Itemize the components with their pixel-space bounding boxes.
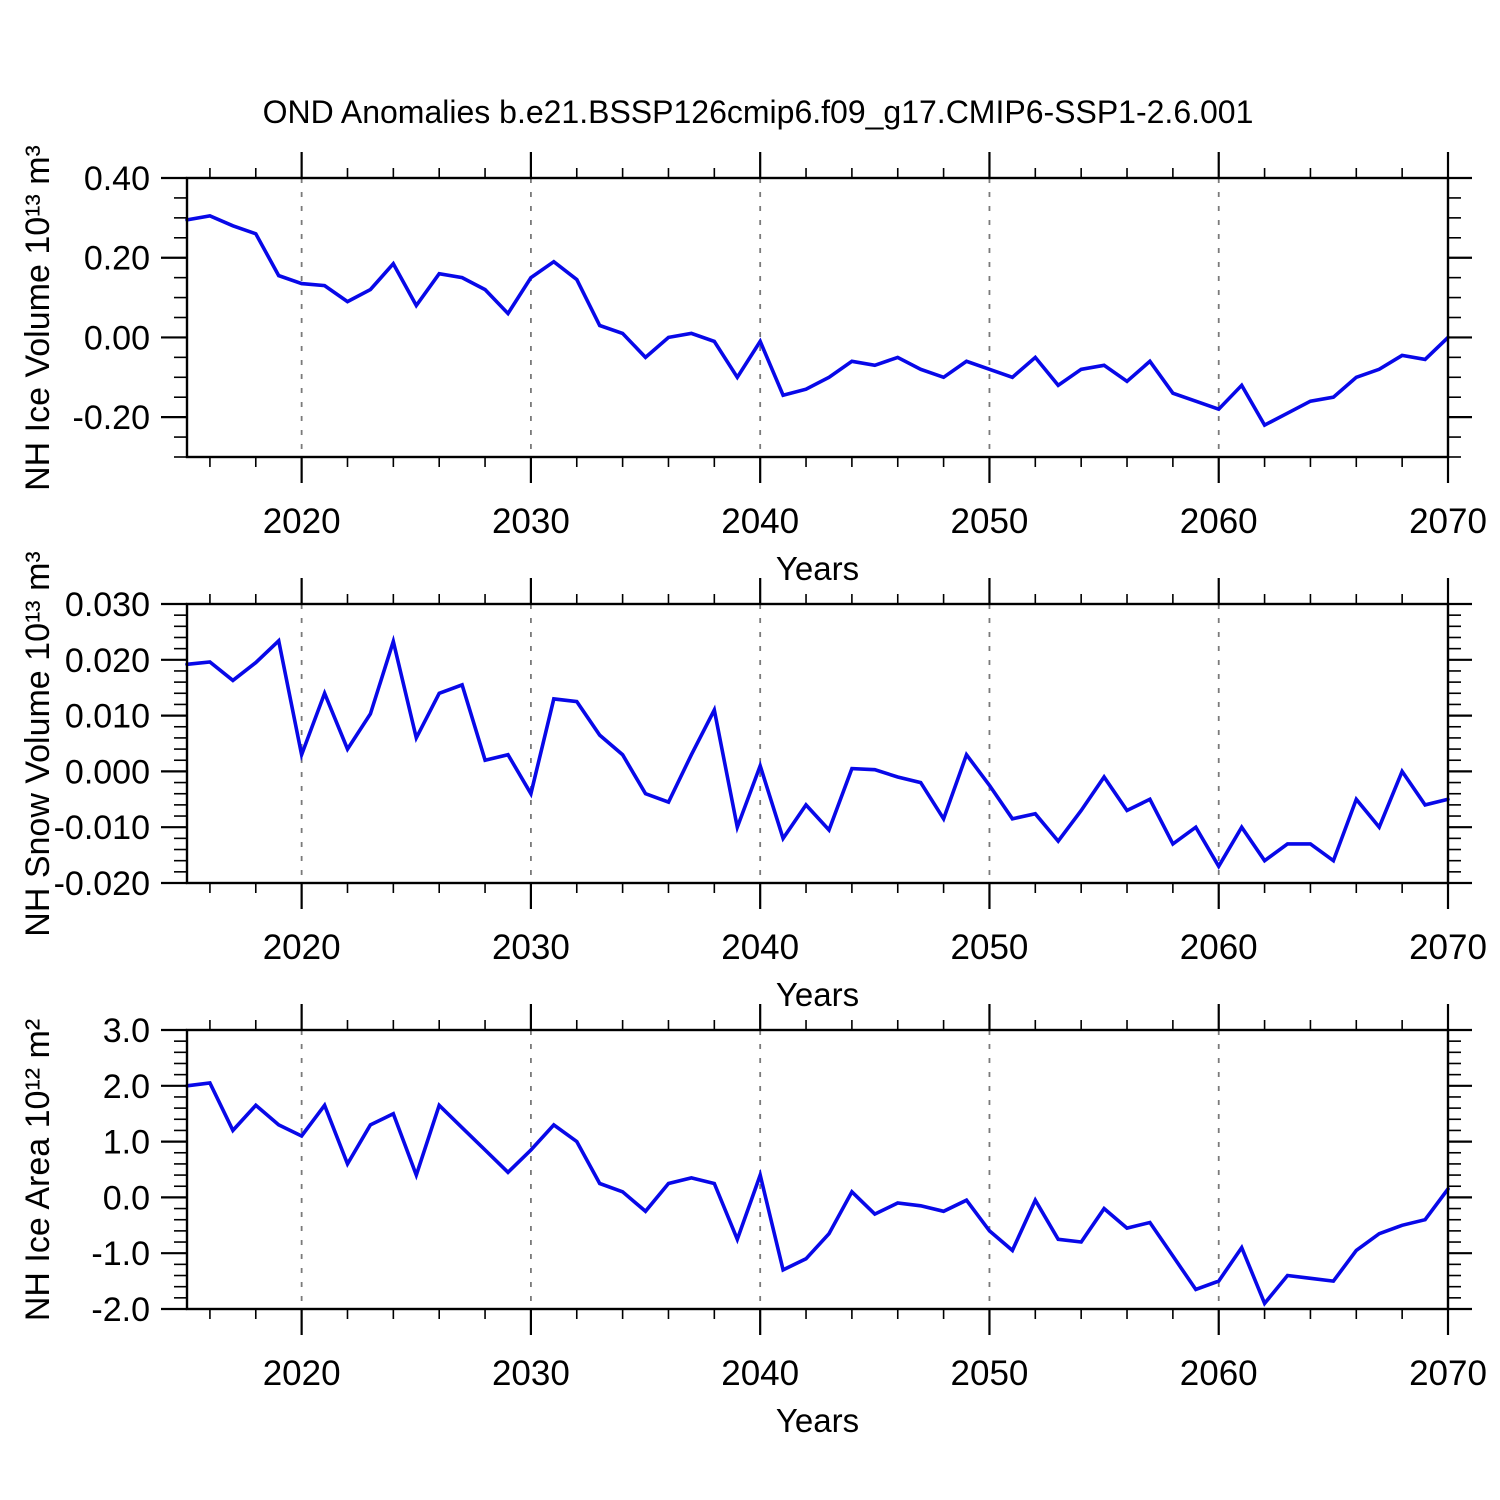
x-tick-label: 2050 [951, 1354, 1029, 1393]
y-tick-label: -2.0 [91, 1291, 150, 1329]
y-tick-label: 0.020 [65, 642, 150, 680]
y-tick-label: -0.20 [73, 399, 151, 437]
x-tick-label: 2040 [721, 928, 799, 967]
y-tick-label: 0.0 [103, 1179, 150, 1217]
y-tick-label: 0.000 [65, 753, 150, 791]
x-tick-label: 2060 [1180, 1354, 1258, 1393]
x-tick-label: 2060 [1180, 928, 1258, 967]
x-tick-label: 2030 [492, 928, 570, 967]
x-tick-label: 2020 [263, 928, 341, 967]
nh-ice-volume-panel: 2020 2030 2040 2050 2060 2070 0.40 0.20 0.00 -0.2… [73, 152, 1487, 541]
y-tick-label: -0.010 [54, 809, 150, 847]
chart-title: OND Anomalies b.e21.BSSP126cmip6.f09_g17… [262, 94, 1254, 130]
y-tick-label: -0.020 [54, 865, 150, 903]
x-tick-label: 2070 [1409, 928, 1487, 967]
x-axis-label-panel3: Years [775, 1402, 860, 1439]
x-tick-label: 2020 [263, 1354, 341, 1393]
x-tick-label: 2070 [1409, 502, 1487, 541]
nh-snow-volume-frame [185, 602, 1450, 885]
x-tick-label: 2030 [492, 502, 570, 541]
x-tick-label: 2050 [951, 502, 1029, 541]
y-tick-label: 0.40 [84, 160, 150, 198]
x-tick-label: 2040 [721, 502, 799, 541]
x-tick-label: 2030 [492, 1354, 570, 1393]
nh-snow-volume-panel: 2020 2030 2040 2050 2060 2070 0.030 0.020 0.010 0… [54, 578, 1487, 967]
y-tick-label: 0.010 [65, 698, 150, 736]
nh-ice-area-panel: 2020 2030 2040 2050 2060 2070 3.0 2.0 1.0 0.0 -1.0… [91, 1004, 1487, 1393]
y-tick-label: 0.030 [65, 586, 150, 624]
x-tick-label: 2060 [1180, 502, 1258, 541]
x-tick-label: 2040 [721, 1354, 799, 1393]
nh-snow-volume-line [185, 634, 1450, 870]
y-axis-label-ice-area: NH Ice Area 10¹² m² [19, 1018, 57, 1322]
nh-ice-area-line [185, 1081, 1450, 1307]
x-tick-label: 2070 [1409, 1354, 1487, 1393]
y-tick-label: 2.0 [103, 1068, 150, 1106]
nh-ice-volume-line [185, 214, 1450, 428]
x-tick-label: 2050 [951, 928, 1029, 967]
y-tick-label: 1.0 [103, 1124, 150, 1162]
y-tick-label: 0.20 [84, 240, 150, 278]
x-tick-label: 2020 [263, 502, 341, 541]
x-axis-label-panel2: Years [775, 976, 860, 1013]
nh-ice-area-frame [185, 1028, 1450, 1311]
x-axis-label-panel1: Years [775, 550, 860, 587]
y-tick-label: 3.0 [103, 1012, 150, 1050]
y-tick-label: -1.0 [91, 1235, 150, 1273]
y-tick-label: 0.00 [84, 319, 150, 357]
